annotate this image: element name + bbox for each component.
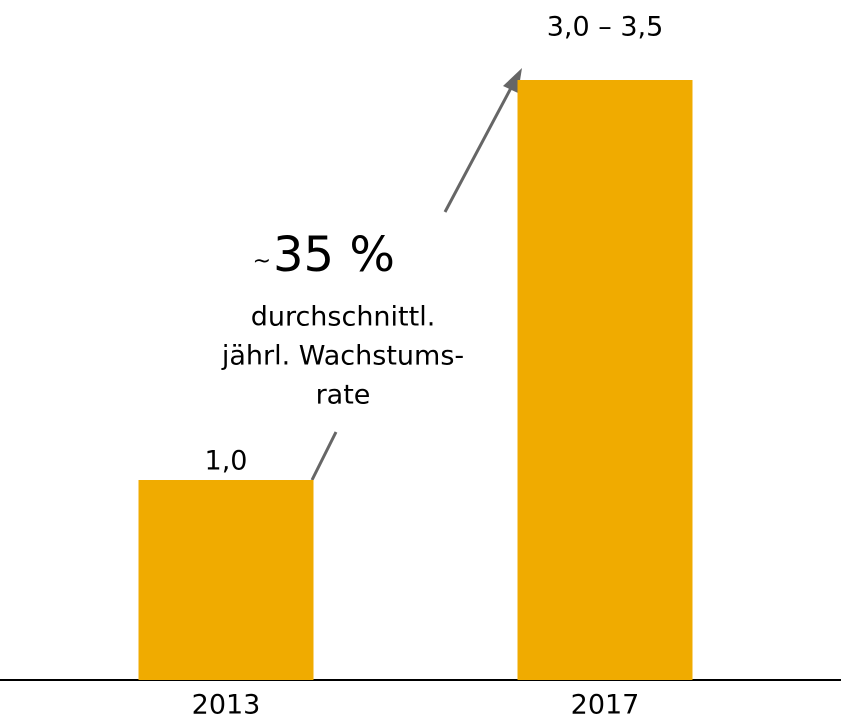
- x-tick-label: 2017: [571, 690, 640, 721]
- annotation-line: durchschnittl.: [251, 302, 436, 333]
- value-label: 3,0 – 3,5: [547, 12, 664, 43]
- x-tick-label: 2013: [192, 690, 261, 721]
- bar: [517, 80, 693, 680]
- bar: [138, 480, 314, 680]
- annotation-line: rate: [316, 380, 371, 411]
- value-label: 1,0: [205, 446, 248, 477]
- annotation-line: jährl. Wachstums-: [221, 341, 464, 372]
- arrow-stem: [310, 431, 338, 481]
- annotation-headline: 35 %: [273, 227, 395, 283]
- annotation-tilde: ~: [253, 249, 271, 274]
- arrow-stem: [443, 85, 514, 213]
- arrowhead: [503, 68, 522, 93]
